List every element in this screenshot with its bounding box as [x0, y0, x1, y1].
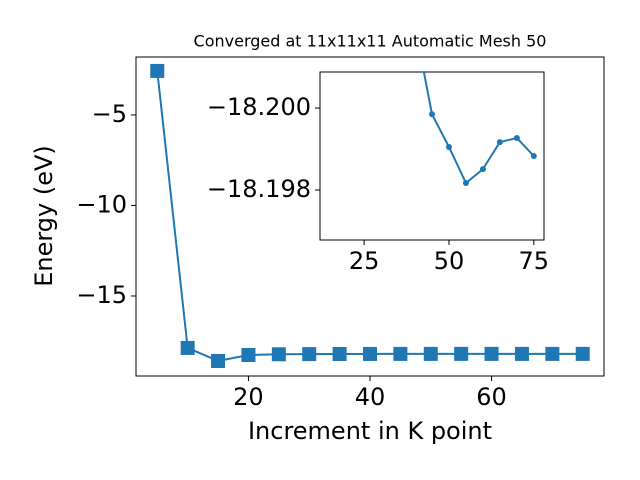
marker [496, 139, 503, 146]
marker [241, 347, 256, 362]
marker [513, 134, 520, 141]
marker [302, 347, 317, 362]
marker [545, 346, 560, 361]
y-tick-label: −5 [92, 100, 127, 128]
x-tick-label: 25 [349, 247, 380, 275]
marker [530, 153, 537, 159]
chart-title: Converged at 11x11x11 Automatic Mesh 50 [194, 32, 547, 51]
x-tick-label: 60 [476, 383, 507, 411]
x-tick-label: 40 [355, 383, 386, 411]
x-tick-label: 20 [233, 383, 264, 411]
x-tick-label: 75 [519, 247, 550, 275]
y-tick-label: −10 [76, 190, 127, 218]
y-tick-label: −15 [76, 281, 127, 309]
plot-area [319, 71, 545, 241]
marker [393, 346, 408, 361]
y-tick-label: −18.200 [207, 93, 311, 121]
marker [180, 340, 195, 355]
marker [575, 346, 590, 361]
marker [479, 166, 486, 173]
marker [271, 347, 286, 362]
marker [332, 347, 347, 362]
marker [363, 346, 377, 361]
x-tick-label: 50 [434, 247, 465, 275]
marker [150, 63, 165, 78]
x-axis-label: Increment in K point [248, 417, 492, 445]
marker [445, 143, 452, 150]
marker [423, 346, 438, 361]
series-group [150, 63, 590, 368]
series-group [422, 72, 537, 187]
marker [514, 346, 529, 361]
marker [484, 346, 499, 361]
marker [211, 353, 226, 368]
marker [454, 346, 469, 361]
y-tick-label: −18.198 [207, 175, 311, 203]
marker [462, 180, 469, 187]
marker [429, 111, 435, 118]
y-axis-label: Energy (eV) [30, 145, 58, 287]
